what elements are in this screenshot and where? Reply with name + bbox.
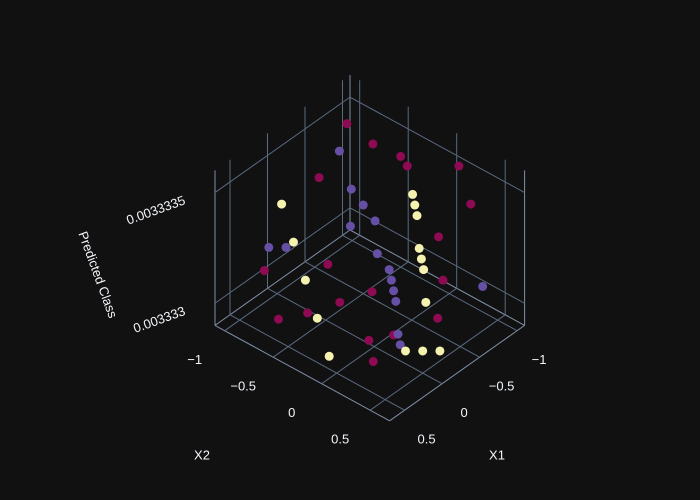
grid-line xyxy=(304,261,480,358)
point xyxy=(454,161,464,171)
point xyxy=(370,216,380,226)
grid-line xyxy=(224,234,360,332)
y-tick-label: 0 xyxy=(288,405,295,420)
point xyxy=(433,313,443,323)
x-tick-label: −1 xyxy=(532,352,547,367)
point xyxy=(277,199,287,209)
box-edge xyxy=(214,229,351,326)
x-tick-label: 0.5 xyxy=(418,432,436,447)
x-tick-label: 0 xyxy=(460,405,467,420)
point xyxy=(416,254,426,264)
point xyxy=(312,313,322,323)
x-axis-title: X1 xyxy=(489,447,505,462)
point xyxy=(372,249,382,259)
grid-line xyxy=(349,207,525,304)
grid-line xyxy=(229,314,405,411)
point xyxy=(289,237,298,247)
point xyxy=(396,151,406,161)
point xyxy=(323,259,333,269)
box-edge xyxy=(214,324,390,422)
point xyxy=(408,189,418,199)
y-tick-label: 0.5 xyxy=(331,432,349,447)
point xyxy=(419,265,429,275)
point xyxy=(367,287,377,297)
point xyxy=(384,265,394,275)
grid-line xyxy=(369,314,506,411)
box-edge xyxy=(349,229,525,326)
y-tick-label: −0.5 xyxy=(230,379,256,394)
point xyxy=(281,242,291,252)
point xyxy=(401,346,410,356)
point xyxy=(368,139,378,149)
point xyxy=(259,266,269,276)
point xyxy=(334,146,344,156)
point xyxy=(364,335,374,345)
point xyxy=(264,242,274,252)
point xyxy=(438,275,448,285)
point xyxy=(421,297,431,307)
point xyxy=(324,351,334,361)
point xyxy=(391,296,401,306)
point xyxy=(410,200,420,210)
box-edge xyxy=(389,324,525,422)
grid-line xyxy=(267,287,443,385)
point xyxy=(418,346,428,356)
point xyxy=(386,275,396,285)
point xyxy=(389,286,399,296)
point xyxy=(414,243,424,253)
point xyxy=(393,329,403,339)
point xyxy=(434,232,444,242)
point xyxy=(478,281,488,291)
grid-line xyxy=(342,234,518,332)
point xyxy=(335,297,345,307)
point xyxy=(314,173,324,183)
point xyxy=(466,199,476,209)
y-axis-title: X2 xyxy=(194,447,210,462)
point xyxy=(303,308,313,318)
point xyxy=(345,221,355,231)
point xyxy=(412,211,422,221)
grid-line xyxy=(214,96,351,193)
grid-line xyxy=(272,261,409,358)
grid-line xyxy=(349,96,525,193)
point xyxy=(358,200,368,210)
x-tick-label: −0.5 xyxy=(489,379,515,394)
point xyxy=(274,314,283,324)
point xyxy=(402,161,412,171)
point xyxy=(435,346,445,356)
point xyxy=(300,275,310,285)
grid-line xyxy=(214,207,351,304)
point xyxy=(368,357,378,367)
point xyxy=(395,340,405,350)
point xyxy=(342,119,352,129)
y-tick-label: −1 xyxy=(187,352,202,367)
point xyxy=(346,184,356,194)
